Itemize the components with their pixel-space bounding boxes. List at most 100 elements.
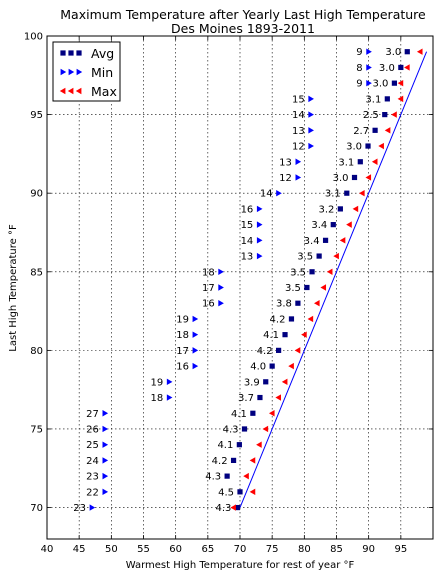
avg-point [404,49,410,55]
data-marks [89,48,423,511]
avg-point-label: 3.2 [318,204,334,215]
avg-point-label: 3.1 [365,94,381,105]
avg-point-label: 3.5 [285,283,301,294]
min-point-label: 14 [292,110,305,121]
avg-point [351,174,358,181]
avg-point-label: 3.4 [311,220,327,231]
x-tick-label: 75 [266,544,279,555]
avg-point [372,127,378,133]
min-point-label: 12 [292,142,305,153]
min-point [166,394,173,401]
min-point [256,205,263,213]
legend-label-max: Max [91,84,117,99]
avg-point-label: 4.2 [270,314,286,325]
max-point [397,95,404,103]
avg-point [234,504,241,511]
avg-point-label: 4.2 [257,346,273,357]
max-point [256,441,262,448]
avg-point-label: 3.0 [372,79,388,90]
min-point-label: 19 [150,377,163,388]
min-point [366,48,372,55]
avg-point [224,473,230,479]
max-point [314,300,320,307]
min-point [102,425,109,433]
y-tick-label: 85 [30,267,43,278]
max-point [378,142,384,150]
avg-point-label: 4.0 [250,362,266,373]
avg-point [344,190,350,196]
max-point [326,268,333,275]
avg-point [230,457,237,464]
avg-point-label: 3.0 [346,142,362,153]
min-point-label: 18 [202,267,215,278]
max-point [301,331,307,338]
min-point [218,268,224,275]
max-point [275,394,281,401]
y-axis-label: Last High Temperature °F [8,224,19,352]
max-point [346,221,352,228]
fit-line [239,51,428,508]
avg-point [250,410,256,416]
min-point-label: 25 [86,440,99,451]
fit-line-layer [239,51,428,508]
y-tick-label: 80 [30,346,43,357]
avg-point-label: 3.4 [304,236,320,247]
max-point [333,252,339,260]
min-point-label: 16 [176,362,189,373]
max-point [384,127,391,134]
legend: Avg Min Max [52,41,121,102]
avg-point [282,332,288,338]
avg-point [365,143,371,149]
min-point [192,347,199,354]
min-point-label: 9 [356,79,362,90]
max-point [359,189,365,197]
x-tick-label: 60 [169,544,182,555]
avg-point-label: 3.0 [385,47,401,58]
avg-point [337,206,343,212]
grid-lines [47,36,433,539]
max-point [371,158,378,165]
max-point [352,205,359,213]
x-axis-label: Warmest High Temperature for rest of yea… [126,560,355,571]
min-point-label: 15 [292,94,305,105]
min-point [166,378,173,386]
avg-point [288,316,295,322]
x-tick-label: 65 [201,544,214,555]
legend-label-min: Min [91,65,113,80]
min-point [295,174,302,181]
y-tick-label: 90 [30,189,43,200]
avg-point-label: 4.2 [212,456,228,467]
min-point-label: 23 [86,472,99,483]
avg-point-label: 4.1 [263,330,279,341]
min-point [102,441,109,448]
legend-marker-max [59,87,66,95]
avg-point [276,347,282,353]
y-tick-label: 95 [30,110,43,121]
legend-marker-avg [60,50,66,56]
max-point [249,488,256,496]
avg-point-label: 3.5 [297,252,313,263]
max-point [230,504,236,511]
y-tick-label: 75 [30,424,43,435]
min-point-label: 12 [279,173,292,184]
min-point-label: 26 [86,424,99,435]
avg-point [263,379,269,385]
min-point [308,142,314,150]
min-point [192,331,199,338]
min-point-label: 27 [86,409,99,420]
avg-point-label: 4.5 [218,487,234,498]
avg-point-label: 4.3 [223,424,239,435]
max-point [262,425,269,433]
y-tick-label: 100 [24,32,43,43]
avg-point [237,489,243,495]
avg-point-label: 3.1 [325,189,341,200]
min-point [102,410,109,417]
x-tick-label: 55 [137,544,150,555]
max-point [397,79,404,87]
avg-point-label: 3.1 [338,157,354,168]
avg-point-label: 3.8 [276,299,292,310]
max-point [288,362,294,370]
min-point-label: 16 [241,204,254,215]
max-point [281,378,288,386]
legend-marker-min [68,68,75,76]
